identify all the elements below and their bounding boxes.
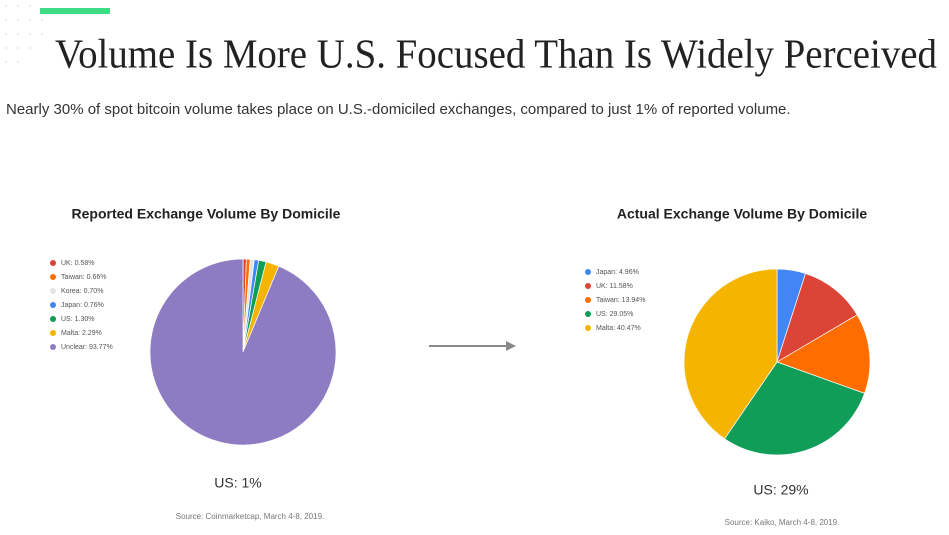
chart-source: Source: Kaiko, March 4-8, 2019. <box>725 518 840 527</box>
legend-label: US: 1.30% <box>61 316 94 323</box>
legend-label: UK: 11.58% <box>596 283 633 290</box>
legend-label: Japan: 0.76% <box>61 302 104 309</box>
legend-label: Korea: 0.70% <box>61 288 103 295</box>
pie-slice <box>724 361 865 456</box>
chart-title: Reported Exchange Volume By Domicile <box>72 206 341 222</box>
legend-swatch <box>585 283 591 289</box>
arrow <box>429 341 516 351</box>
legend-label: Malta: 40.47% <box>596 325 641 332</box>
legend-swatch <box>50 288 56 294</box>
legend-swatch <box>50 344 56 350</box>
legend-label: Taiwan: 13.94% <box>596 297 645 304</box>
chart-source: Source: Coinmarketcap, March 4-8, 2019. <box>176 512 325 521</box>
pie-slice <box>683 268 778 440</box>
legend-label: US: 29.05% <box>596 311 633 318</box>
legend-swatch <box>50 302 56 308</box>
dot-pattern <box>5 5 43 63</box>
page-subtitle: Nearly 30% of spot bitcoin volume takes … <box>6 101 791 118</box>
accent-bar <box>40 8 110 14</box>
legend-swatch <box>50 330 56 336</box>
legend-label: UK: 0.58% <box>61 260 94 267</box>
legend-swatch <box>585 311 591 317</box>
legend-swatch <box>585 269 591 275</box>
legend-swatch <box>50 260 56 266</box>
pie-slice <box>149 258 337 446</box>
pie-slice <box>776 314 871 394</box>
legend-swatch <box>50 316 56 322</box>
legend-label: Japan: 4.96% <box>596 269 639 276</box>
chart-note: US: 1% <box>214 475 261 491</box>
legend-label: Unclear: 93.77% <box>61 344 113 351</box>
chart-note: US: 29% <box>753 482 808 498</box>
legend-label: Taiwan: 0.66% <box>61 274 107 281</box>
page-title: Volume Is More U.S. Focused Than Is Wide… <box>55 30 937 76</box>
legend-label: Malta: 2.29% <box>61 330 102 337</box>
pie-slice <box>776 273 858 363</box>
legend-swatch <box>585 297 591 303</box>
legend-swatch <box>50 274 56 280</box>
legend-swatch <box>585 325 591 331</box>
chart-title: Actual Exchange Volume By Domicile <box>617 206 867 222</box>
